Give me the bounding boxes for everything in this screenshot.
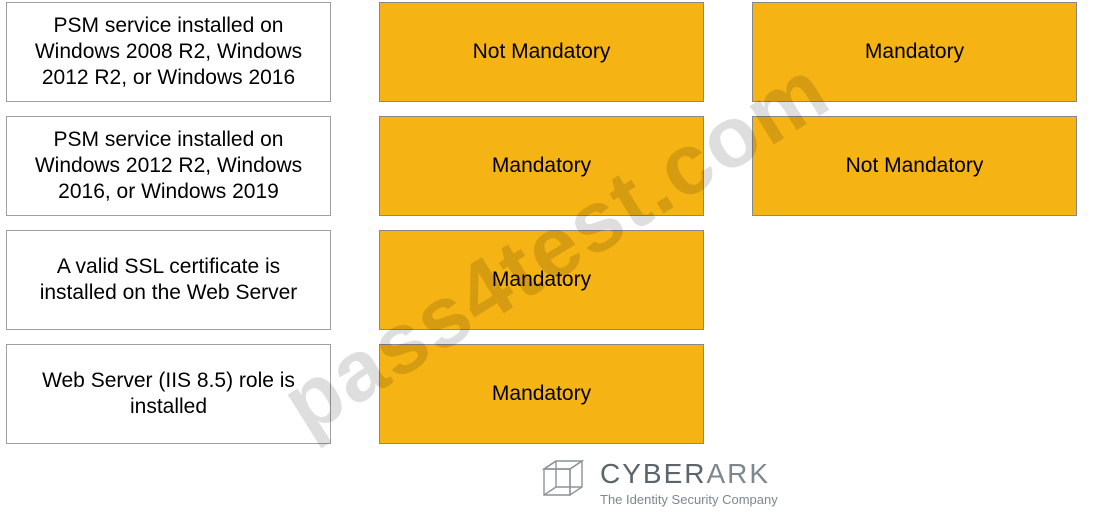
- answer-row-1-center[interactable]: Not Mandatory: [379, 2, 704, 102]
- answer-row-4-center[interactable]: Mandatory: [379, 344, 704, 444]
- prompt-row-2: PSM service installed on Windows 2012 R2…: [6, 116, 331, 216]
- logo-brand: CYBERARK: [600, 458, 778, 490]
- prompt-row-3: A valid SSL certificate is installed on …: [6, 230, 331, 330]
- answer-row-2-right[interactable]: Not Mandatory: [752, 116, 1077, 216]
- logo-text: CYBERARK The Identity Security Company: [600, 458, 778, 507]
- match-grid: PSM service installed on Windows 2008 R2…: [0, 0, 1111, 446]
- answer-row-3-center[interactable]: Mandatory: [379, 230, 704, 330]
- prompt-row-1: PSM service installed on Windows 2008 R2…: [6, 2, 331, 102]
- logo-tagline: The Identity Security Company: [600, 492, 778, 507]
- cyberark-logo: CYBERARK The Identity Security Company: [530, 457, 778, 507]
- answer-row-1-right[interactable]: Mandatory: [752, 2, 1077, 102]
- logo-brand-primary: CYBER: [600, 458, 706, 489]
- logo-brand-secondary: ARK: [706, 458, 770, 489]
- answer-row-2-center[interactable]: Mandatory: [379, 116, 704, 216]
- cube-icon: [530, 457, 586, 507]
- prompt-row-4: Web Server (IIS 8.5) role is installed: [6, 344, 331, 444]
